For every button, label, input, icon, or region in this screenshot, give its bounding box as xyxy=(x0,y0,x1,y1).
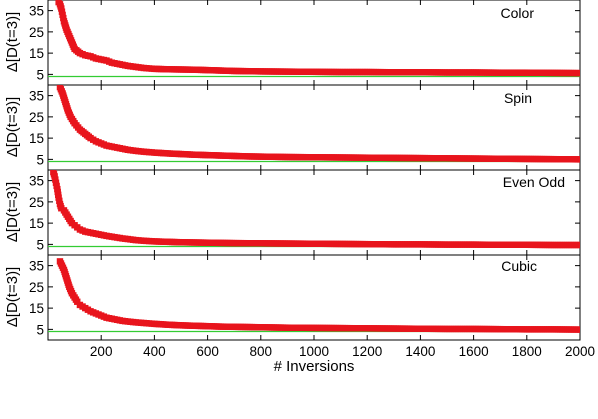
x-tick-label: 2000 xyxy=(565,344,595,359)
x-tick-label: 600 xyxy=(196,344,219,359)
y-tick-label: 15 xyxy=(29,131,44,146)
series-markers xyxy=(55,0,580,77)
y-tick-label: 25 xyxy=(29,110,44,125)
y-tick-label: 15 xyxy=(29,46,44,61)
y-tick-label: 35 xyxy=(29,259,44,274)
data-point xyxy=(576,241,580,249)
y-tick-label: 5 xyxy=(36,237,44,252)
panel-1-ylabel: Δ[D(t=3)] xyxy=(4,12,21,72)
x-axis-title: # Inversions xyxy=(274,358,355,375)
panel-2: 5 15 25 35 xyxy=(29,84,581,171)
panel-2-title: Spin xyxy=(504,90,532,106)
x-tick-label: 400 xyxy=(143,344,166,359)
panels: 5 15 25 35 5 15 25 35 5 15 25 35 5 15 25 35 200 400 600 800… xyxy=(29,0,595,359)
panel-1: 5 15 25 35 xyxy=(29,0,581,86)
x-tick-label: 1000 xyxy=(299,344,329,359)
series-markers xyxy=(50,170,580,249)
x-tick-label: 800 xyxy=(250,344,273,359)
y-tick-label: 15 xyxy=(29,216,44,231)
panel-4: 5 15 25 35 200 400 600 800 1000 1200 1400 1600 1800 2… xyxy=(29,254,595,359)
data-point xyxy=(576,326,580,333)
y-tick-label: 15 xyxy=(29,301,44,316)
panel-4-ylabel: Δ[D(t=3)] xyxy=(4,267,21,327)
panel-3: 5 15 25 35 xyxy=(29,169,581,256)
y-tick-label: 35 xyxy=(29,174,44,189)
y-tick-label: 5 xyxy=(36,322,44,337)
panel-2-ylabel: Δ[D(t=3)] xyxy=(4,97,21,157)
y-tick-label: 5 xyxy=(36,67,44,82)
y-tick-label: 25 xyxy=(29,25,44,40)
data-point xyxy=(576,69,580,77)
x-tick-label: 1400 xyxy=(405,344,435,359)
panel-4-title: Cubic xyxy=(501,258,537,274)
y-tick-label: 25 xyxy=(29,195,44,210)
y-tick-label: 25 xyxy=(29,280,44,295)
panel-3-ylabel: Δ[D(t=3)] xyxy=(4,182,21,242)
series-markers xyxy=(56,85,580,163)
panel-1-title: Color xyxy=(501,5,535,21)
data-point xyxy=(576,156,580,163)
x-tick-label: 1600 xyxy=(459,344,489,359)
series-markers xyxy=(56,258,580,333)
y-tick-label: 35 xyxy=(29,4,44,19)
panel-3-title: Even Odd xyxy=(503,174,565,190)
y-tick-label: 5 xyxy=(36,152,44,167)
x-tick-label: 1200 xyxy=(352,344,382,359)
x-tick-label: 200 xyxy=(90,344,113,359)
x-tick-label: 1800 xyxy=(512,344,542,359)
y-tick-label: 35 xyxy=(29,89,44,104)
